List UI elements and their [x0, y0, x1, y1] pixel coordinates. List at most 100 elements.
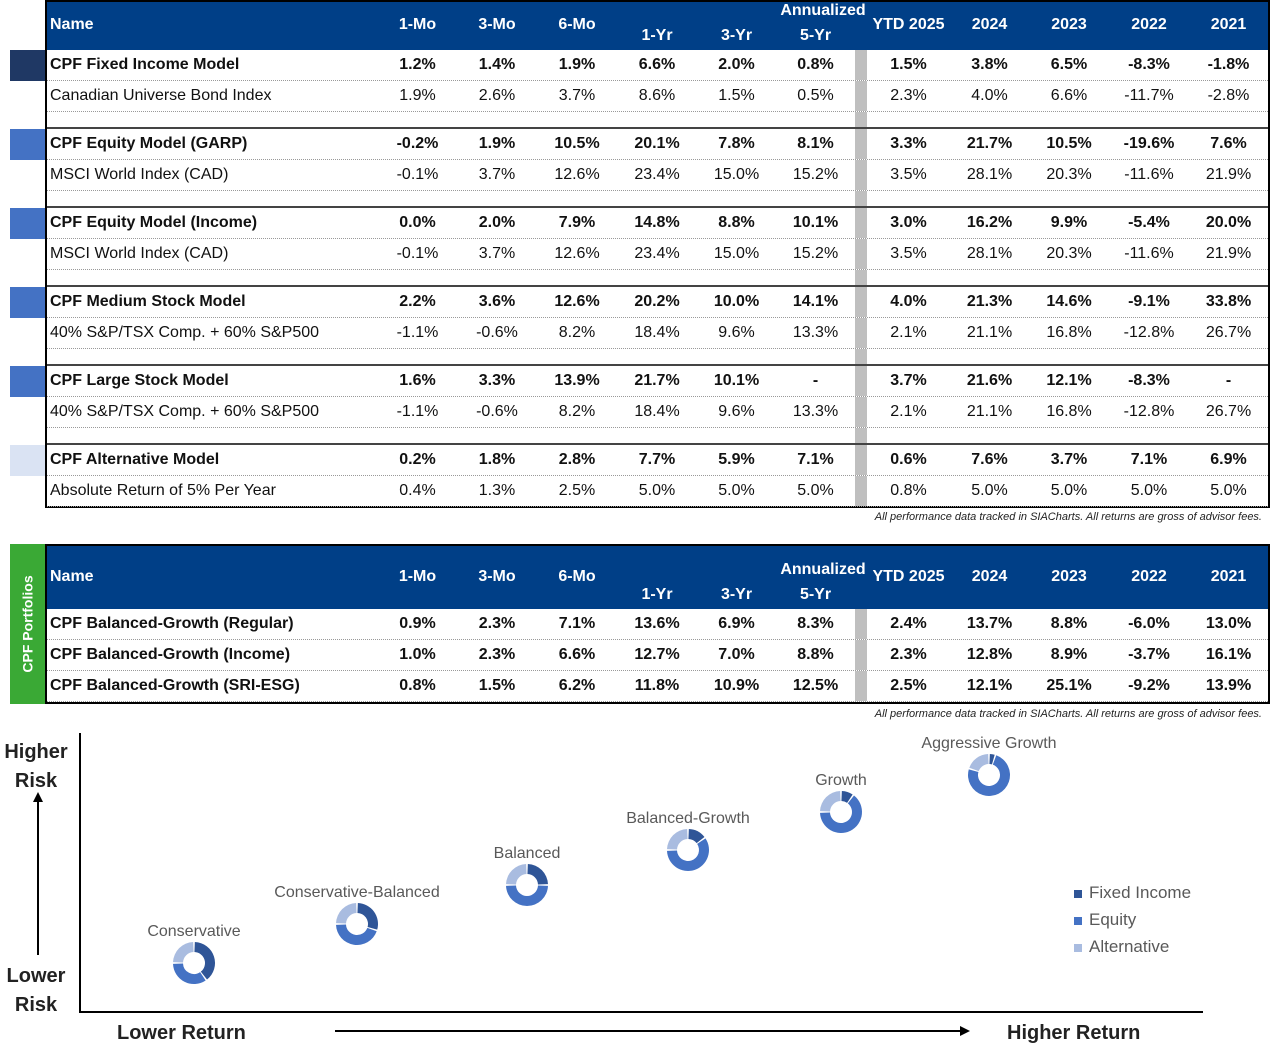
cell-ytd: 2.3%	[890, 646, 927, 663]
allocation-donut	[336, 903, 378, 946]
allocation-donut	[506, 864, 548, 907]
cell-m3: 1.5%	[478, 677, 516, 694]
x-axis	[79, 1011, 1203, 1013]
cell-c2021: 21.9%	[1205, 166, 1252, 183]
cell-c2024: 21.1%	[966, 403, 1013, 420]
column-gap	[855, 287, 867, 317]
cell-y1: 8.6%	[638, 87, 676, 104]
lower-return-label: Lower Return	[117, 1022, 246, 1044]
cell-c2022: -9.1%	[1128, 293, 1170, 310]
column-gap	[855, 81, 867, 111]
cell-c2021: 26.7%	[1205, 403, 1252, 420]
column-header-m3: 3-Mo	[478, 567, 516, 585]
column-header-ytd: YTD 2025	[872, 16, 945, 33]
table-row: CPF Balanced-Growth (Regular) 0.9% 2.3% 7.1…	[47, 609, 1268, 640]
cell-m6: 3.7%	[558, 87, 596, 104]
cell-y1: 20.1%	[634, 135, 680, 152]
cell-c2023: 16.8%	[1046, 403, 1092, 420]
row-name: 40% S&P/TSX Comp. + 60% S&P500	[50, 403, 320, 420]
table-row: MSCI World Index (CAD) -0.1% 3.7% 12.6% 23.4…	[47, 239, 1268, 270]
cell-y3: 6.9%	[718, 615, 755, 632]
cell-y3: 10.1%	[713, 372, 760, 389]
cell-c2024: 12.1%	[966, 677, 1013, 694]
donut-slice-fixed-income	[527, 864, 548, 885]
cell-m1: 1.9%	[399, 87, 436, 104]
cell-m3: 1.8%	[478, 451, 516, 468]
cell-c2021: 5.0%	[1210, 482, 1247, 499]
column-header-y3: 3-Yr	[720, 586, 753, 603]
cell-ytd: 2.1%	[890, 324, 927, 341]
cell-ytd: 0.8%	[890, 482, 927, 499]
row-name: CPF Alternative Model	[50, 451, 220, 468]
table-row: CPF Balanced-Growth (Income) 1.0% 2.3% 6.6%…	[47, 640, 1268, 671]
legend-item: Alternative	[1074, 937, 1169, 957]
cell-c2022: -8.3%	[1128, 56, 1170, 73]
column-header-c2021: 2021	[1210, 567, 1247, 585]
cell-c2021: 26.7%	[1205, 324, 1252, 341]
column-header-y3: 3-Yr	[720, 27, 753, 44]
cell-y5: 0.8%	[797, 56, 834, 73]
table-row: CPF Alternative Model 0.2% 1.8% 2.8% 7.7% 5.9…	[47, 445, 1268, 476]
cell-m6: 2.5%	[558, 482, 596, 499]
cell-y5: 15.2%	[792, 166, 839, 183]
cell-c2021: 21.9%	[1205, 245, 1252, 262]
cell-m3: -0.6%	[476, 324, 518, 341]
cell-c2022: -3.7%	[1128, 646, 1170, 663]
cell-c2024: 21.3%	[966, 293, 1013, 310]
legend-swatch	[1074, 889, 1082, 898]
cell-m3: 3.3%	[478, 372, 516, 389]
cell-y3: 5.9%	[718, 451, 755, 468]
annualized-header: Annualized	[780, 2, 866, 19]
cell-m1: 2.2%	[399, 293, 436, 310]
table-row: 40% S&P/TSX Comp. + 60% S&P500 -1.1% -0.6%…	[47, 318, 1268, 349]
portfolio-label: Conservative	[147, 923, 241, 940]
table-row: CPF Medium Stock Model 2.2% 3.6% 12.6% 20.2%…	[47, 287, 1268, 318]
cell-m6: 2.8%	[558, 451, 596, 468]
column-header-m1: 1-Mo	[398, 567, 437, 585]
column-header-m1: 1-Mo	[398, 16, 437, 33]
column-header-c2023: 2023	[1051, 567, 1087, 585]
cell-c2023: 8.8%	[1050, 615, 1088, 632]
cell-c2024: 12.8%	[966, 646, 1013, 663]
column-gap	[855, 129, 867, 159]
column-gap	[855, 476, 867, 506]
cell-m3: 2.6%	[478, 87, 516, 104]
cell-y3: 9.6%	[718, 324, 755, 341]
column-gap	[855, 671, 867, 701]
cell-ytd: 1.5%	[890, 56, 927, 73]
cell-m3: 3.6%	[478, 293, 516, 310]
cell-c2021: -1.8%	[1207, 56, 1250, 73]
allocation-donut	[173, 942, 216, 985]
column-header-c2023: 2023	[1051, 16, 1087, 33]
legend-label: Equity	[1089, 910, 1137, 929]
legend-label: Alternative	[1089, 937, 1170, 956]
column-header-y5: 5-Yr	[799, 586, 832, 603]
cell-m1: 0.8%	[399, 677, 436, 694]
portfolio-label: Balanced-Growth	[626, 810, 750, 827]
cell-c2024: 7.6%	[971, 451, 1008, 468]
cell-c2021: 20.0%	[1205, 214, 1252, 231]
cell-y5: 7.1%	[797, 451, 834, 468]
cell-ytd: 2.5%	[890, 677, 927, 694]
cell-c2023: 12.1%	[1046, 372, 1092, 389]
cell-m3: 1.4%	[478, 56, 516, 73]
cell-m1: 1.0%	[399, 646, 436, 663]
cell-ytd: 4.0%	[890, 293, 927, 310]
column-header-name: Name	[50, 16, 94, 33]
cell-c2023: 16.8%	[1046, 324, 1092, 341]
cell-m1: 1.2%	[399, 56, 436, 73]
cell-m1: -0.1%	[396, 166, 439, 183]
cell-m3: -0.6%	[476, 403, 518, 420]
cell-m3: 2.3%	[478, 615, 516, 632]
cell-y3: 15.0%	[713, 166, 760, 183]
row-name: CPF Large Stock Model	[50, 372, 229, 389]
model-color-swatch	[10, 50, 45, 81]
cell-y1: 20.2%	[634, 293, 680, 310]
table-row: 40% S&P/TSX Comp. + 60% S&P500 -1.1% -0.6%…	[47, 397, 1268, 428]
donut-slice-alternative	[820, 791, 841, 812]
cell-y1: 18.4%	[634, 403, 680, 420]
cell-c2021: -2.8%	[1207, 87, 1250, 104]
legend-swatch	[1074, 916, 1082, 925]
column-header-name: Name	[50, 567, 94, 585]
cell-y1: 5.0%	[638, 482, 676, 499]
